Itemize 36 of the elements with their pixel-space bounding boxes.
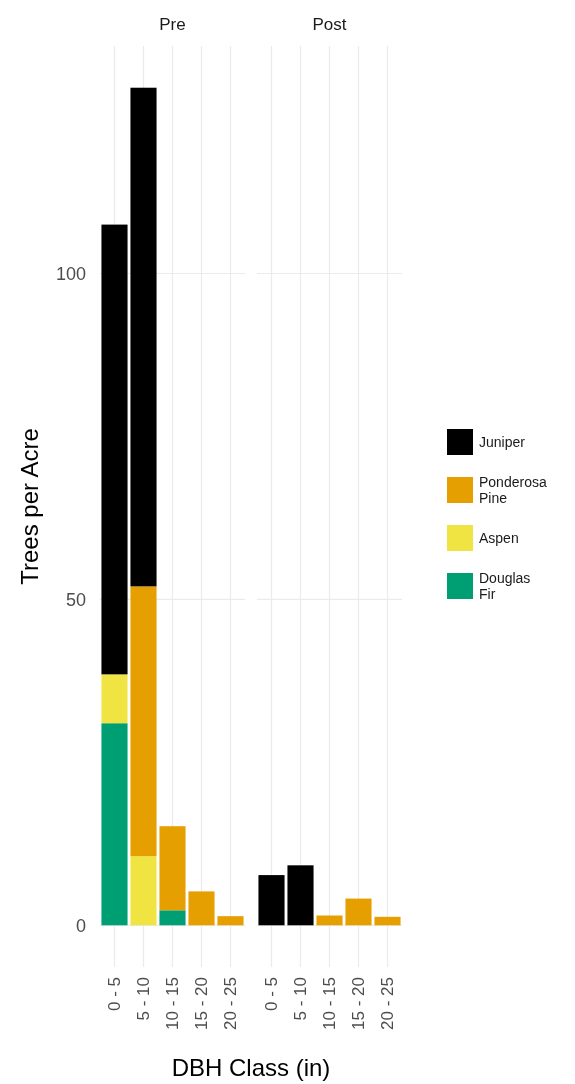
x-tick-label: 15 - 20 [192,977,212,1030]
y-tick-label: 50 [65,589,86,610]
bar [374,916,401,926]
bar [101,723,128,926]
x-tick-label: 15 - 20 [349,977,369,1030]
bar [101,224,128,675]
y-tick-label: 0 [75,915,86,936]
bar [159,910,186,926]
bar [130,856,157,926]
x-tick-label: 0 - 5 [105,977,125,1012]
legend-label: Ponderosa Pine [479,473,547,506]
x-tick-label: 20 - 25 [221,977,241,1030]
x-tick-label: 10 - 15 [163,977,183,1030]
bar [130,586,157,857]
bar [101,674,128,724]
legend-label: Aspen [479,529,519,546]
chart-title: Pre [159,15,186,34]
bar [345,898,372,926]
y-axis-title: Trees per Acre [16,428,43,585]
x-tick-label: 0 - 5 [262,977,282,1012]
bar [217,916,244,926]
x-tick-label: 20 - 25 [378,977,398,1030]
legend-label: Juniper [479,433,526,450]
legend-label: Douglas Fir [479,569,531,602]
y-tick-label: 100 [55,263,86,284]
x-tick-label: 5 - 10 [134,977,154,1021]
bar [188,891,215,926]
x-tick-label: 10 - 15 [320,977,340,1030]
bar [258,875,285,926]
bar [287,865,314,926]
x-tick-label: 5 - 10 [291,977,311,1021]
bar [159,826,186,911]
bar [130,87,157,587]
bar [316,915,343,926]
x-axis-title: DBH Class (in) [171,1054,331,1081]
chart-title: Post [312,15,347,34]
